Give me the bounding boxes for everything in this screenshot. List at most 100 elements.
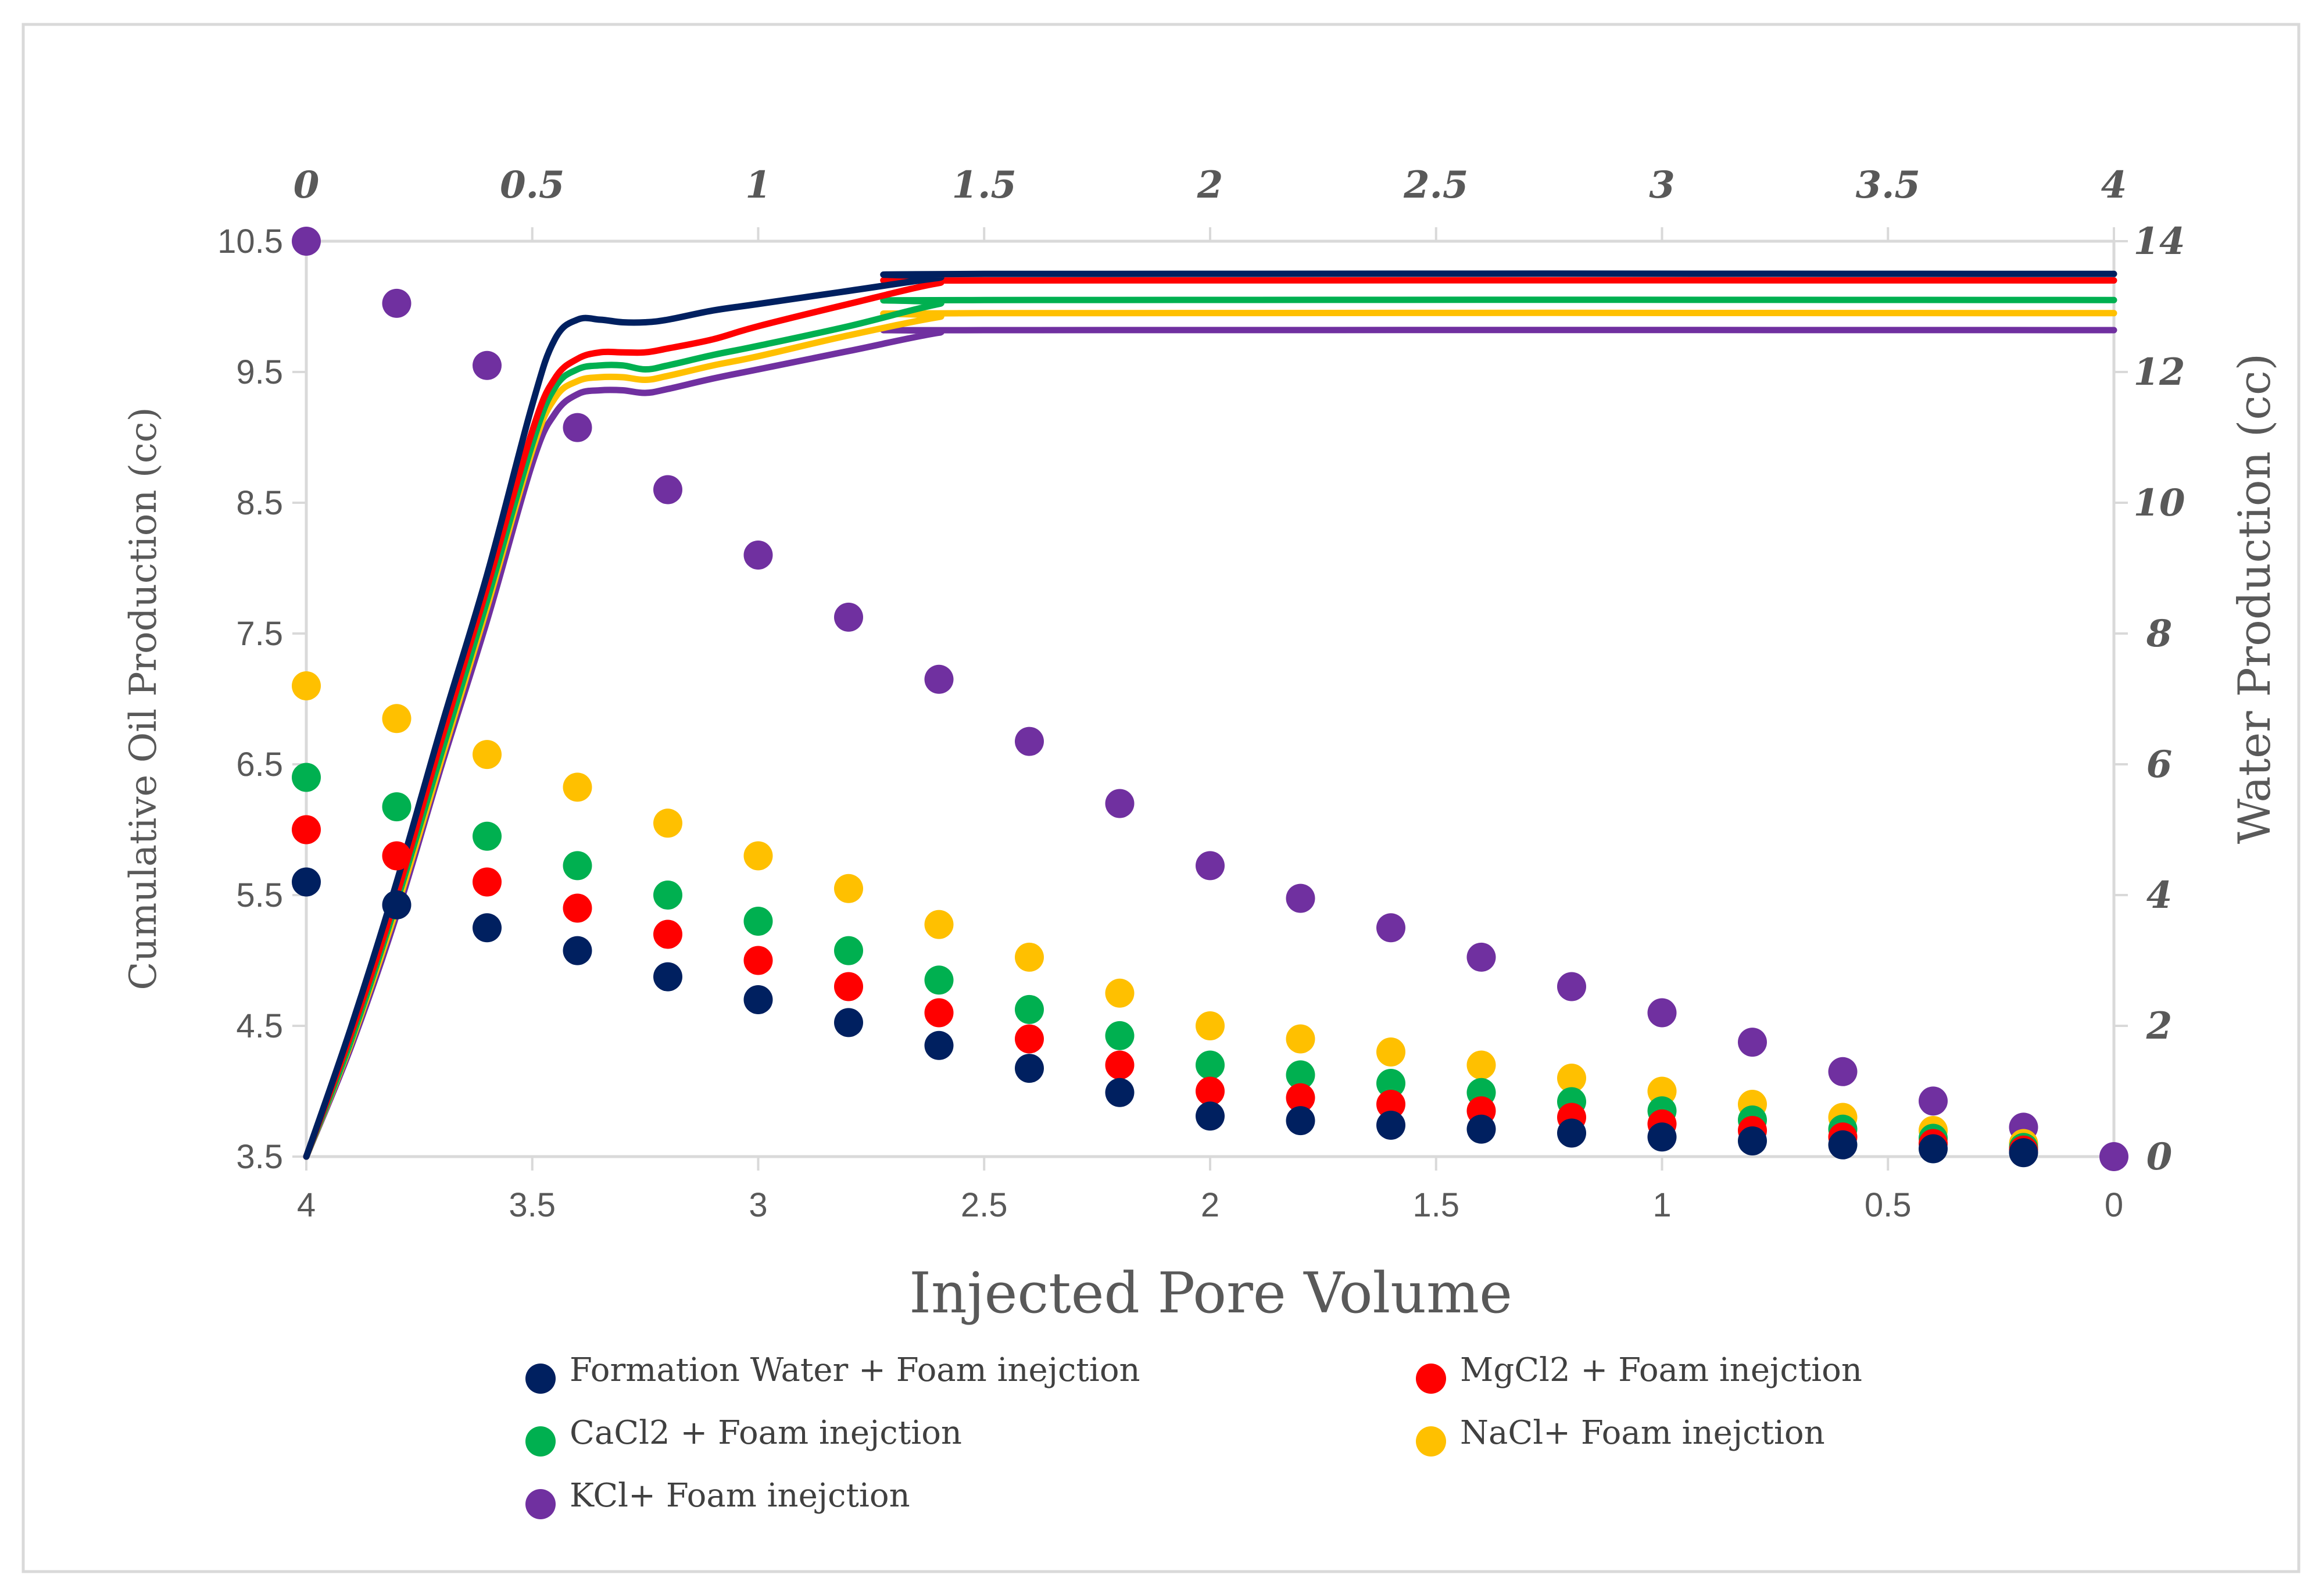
water-point <box>1105 978 1135 1008</box>
legend-label: NaCl+ Foam inejction <box>1460 1414 1825 1452</box>
water-point <box>743 541 773 570</box>
water-point <box>292 867 321 897</box>
y-left-tick-label: 9.5 <box>236 353 283 391</box>
y-left-tick-label: 8.5 <box>236 484 283 522</box>
water-point <box>563 772 592 802</box>
water-point <box>2099 1142 2128 1171</box>
legend-label: MgCl2 + Foam inejction <box>1460 1351 1862 1389</box>
x-top-tick-label: 1 <box>745 163 771 207</box>
water-point <box>382 288 412 318</box>
y-right-tick-label: 0 <box>2146 1135 2173 1179</box>
legend-marker <box>525 1364 556 1394</box>
y-left-ticks: 10.5 9.5 8.5 7.5 6.5 5.5 4.5 3.5 <box>217 223 306 1176</box>
chart-frame <box>22 23 2300 1573</box>
water-point <box>473 350 502 380</box>
water-point <box>563 851 592 881</box>
water-point <box>834 1008 863 1037</box>
water-point <box>1105 789 1135 818</box>
legend-item: Formation Water + Foam inejction <box>525 1351 1140 1394</box>
water-point <box>2009 1138 2038 1168</box>
y-right-tick-label: 12 <box>2133 350 2185 394</box>
water-point <box>1105 1021 1135 1050</box>
y-left-tick-label: 4.5 <box>236 1007 283 1045</box>
water-point <box>473 740 502 770</box>
x-bottom-tick-label: 0 <box>2105 1186 2123 1224</box>
water-point <box>1196 1011 1225 1040</box>
x-bottom-ticks: 4 3.5 3 2.5 2 1.5 1 0.5 0 <box>297 1157 2123 1224</box>
y-left-tick-label: 3.5 <box>236 1138 283 1176</box>
water-point <box>1015 1024 1044 1054</box>
water-point <box>1286 1106 1315 1136</box>
water-point <box>473 913 502 943</box>
x-top-tick-label: 0 <box>294 163 320 207</box>
water-point <box>1647 998 1677 1028</box>
water-point <box>563 893 592 923</box>
water-point <box>1196 1076 1225 1106</box>
water-point <box>924 664 954 694</box>
oil-line-2 <box>303 277 2117 1160</box>
water-point <box>834 936 863 965</box>
water-point <box>1286 1024 1315 1054</box>
legend-label: Formation Water + Foam inejction <box>570 1351 1140 1389</box>
water-point <box>653 881 682 910</box>
water-point <box>653 475 682 504</box>
water-point <box>292 227 321 256</box>
x-bottom-tick-label: 4 <box>297 1186 316 1224</box>
water-point <box>473 867 502 897</box>
water-point <box>292 763 321 792</box>
water-point <box>1557 1064 1586 1093</box>
legend-marker <box>525 1426 556 1457</box>
water-point <box>743 841 773 871</box>
y-axis-right-title: Water Production (cc) <box>2228 353 2280 844</box>
water-point <box>292 671 321 700</box>
water-point <box>1466 1050 1496 1080</box>
legend-item: NaCl+ Foam inejction <box>1416 1414 1825 1457</box>
legend-label: CaCl2 + Foam inejction <box>570 1414 962 1452</box>
x-bottom-tick-label: 3.5 <box>509 1186 556 1224</box>
water-point <box>1015 1054 1044 1083</box>
water-point <box>1196 1101 1225 1131</box>
water-point <box>1196 851 1225 881</box>
water-point <box>653 808 682 838</box>
water-point <box>1828 1057 1858 1086</box>
water-point <box>382 841 412 871</box>
water-point <box>1196 1050 1225 1080</box>
water-point <box>1376 913 1405 943</box>
water-point <box>1286 1083 1315 1112</box>
x-bottom-tick-label: 1.5 <box>1412 1186 1459 1224</box>
x-top-tick-label: 3 <box>1649 163 1675 207</box>
water-point <box>653 962 682 992</box>
water-point <box>834 972 863 1001</box>
y-left-tick-label: 6.5 <box>236 746 283 783</box>
water-point <box>1557 972 1586 1001</box>
y-right-tick-label: 2 <box>2146 1004 2173 1048</box>
water-point <box>1015 727 1044 756</box>
y-right-ticks: 14 12 10 8 6 4 2 0 <box>2114 220 2185 1179</box>
water-point <box>1647 1122 1677 1152</box>
x-top-tick-label: 2 <box>1197 163 1223 207</box>
water-point <box>1376 1090 1405 1119</box>
water-point <box>1286 1060 1315 1090</box>
water-point <box>834 874 863 903</box>
legend-item: MgCl2 + Foam inejction <box>1416 1351 1862 1394</box>
legend-item: CaCl2 + Foam inejction <box>525 1414 962 1457</box>
water-point <box>1376 1069 1405 1098</box>
water-series <box>292 867 2038 1168</box>
water-point <box>292 815 321 844</box>
water-point <box>924 1030 954 1060</box>
water-point <box>653 919 682 949</box>
legend-marker <box>1416 1426 1446 1457</box>
y-right-tick-label: 14 <box>2133 220 2185 263</box>
x-top-tick-label: 1.5 <box>952 163 1017 207</box>
water-point <box>1376 1111 1405 1140</box>
y-right-tick-label: 4 <box>2146 874 2173 917</box>
water-point <box>924 910 954 939</box>
oil-line-1 <box>303 270 2117 1160</box>
x-bottom-tick-label: 0.5 <box>1865 1186 1912 1224</box>
legend-label: KCl+ Foam inejction <box>570 1477 910 1515</box>
water-point <box>473 821 502 851</box>
water-point <box>1376 1037 1405 1067</box>
water-point <box>1738 1028 1767 1057</box>
x-bottom-tick-label: 1 <box>1652 1186 1671 1224</box>
